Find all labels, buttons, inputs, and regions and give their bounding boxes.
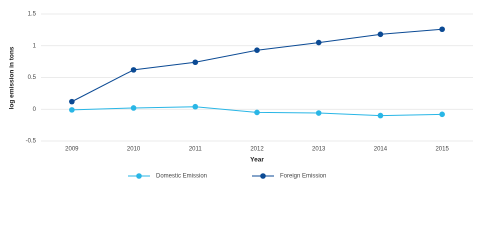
y-tick-label: 1.5 — [28, 12, 37, 18]
data-point — [192, 59, 199, 66]
y-tick-label: 0.5 — [28, 75, 37, 81]
x-axis-title: Year — [250, 157, 264, 164]
data-point — [439, 111, 445, 118]
data-point — [254, 47, 260, 53]
x-tick-label: 2013 — [312, 147, 326, 153]
y-tick-label: 0 — [33, 107, 37, 113]
data-point — [254, 109, 260, 116]
x-tick-label: 2012 — [250, 147, 264, 153]
data-point — [130, 67, 137, 73]
x-tick-label: 2011 — [189, 147, 203, 153]
data-point — [439, 26, 445, 33]
data-point — [192, 103, 199, 110]
data-point — [315, 110, 322, 116]
y-tick-label: -0.5 — [26, 139, 37, 145]
legend-label: Foreign Emission — [280, 174, 326, 180]
x-tick-label: 2010 — [127, 147, 141, 153]
data-point — [130, 105, 137, 111]
data-point — [69, 98, 75, 105]
legend-marker — [260, 173, 266, 179]
data-point — [69, 107, 75, 113]
y-axis-title: log emission in tons — [9, 46, 16, 109]
x-tick-label: 2014 — [374, 147, 388, 153]
chart: Year log emission in tons -0.5 0 0.5 1 1.5 20… — [9, 12, 473, 180]
x-tick-label: 2009 — [65, 147, 79, 153]
legend-marker — [136, 173, 142, 179]
x-tick-label: 2015 — [435, 147, 449, 153]
series-line — [71, 28, 443, 103]
y-tick-label: 1 — [33, 43, 37, 49]
data-point — [377, 31, 384, 38]
legend-label: Domestic Emission — [156, 174, 207, 180]
data-point — [377, 112, 384, 119]
data-point — [315, 39, 322, 46]
